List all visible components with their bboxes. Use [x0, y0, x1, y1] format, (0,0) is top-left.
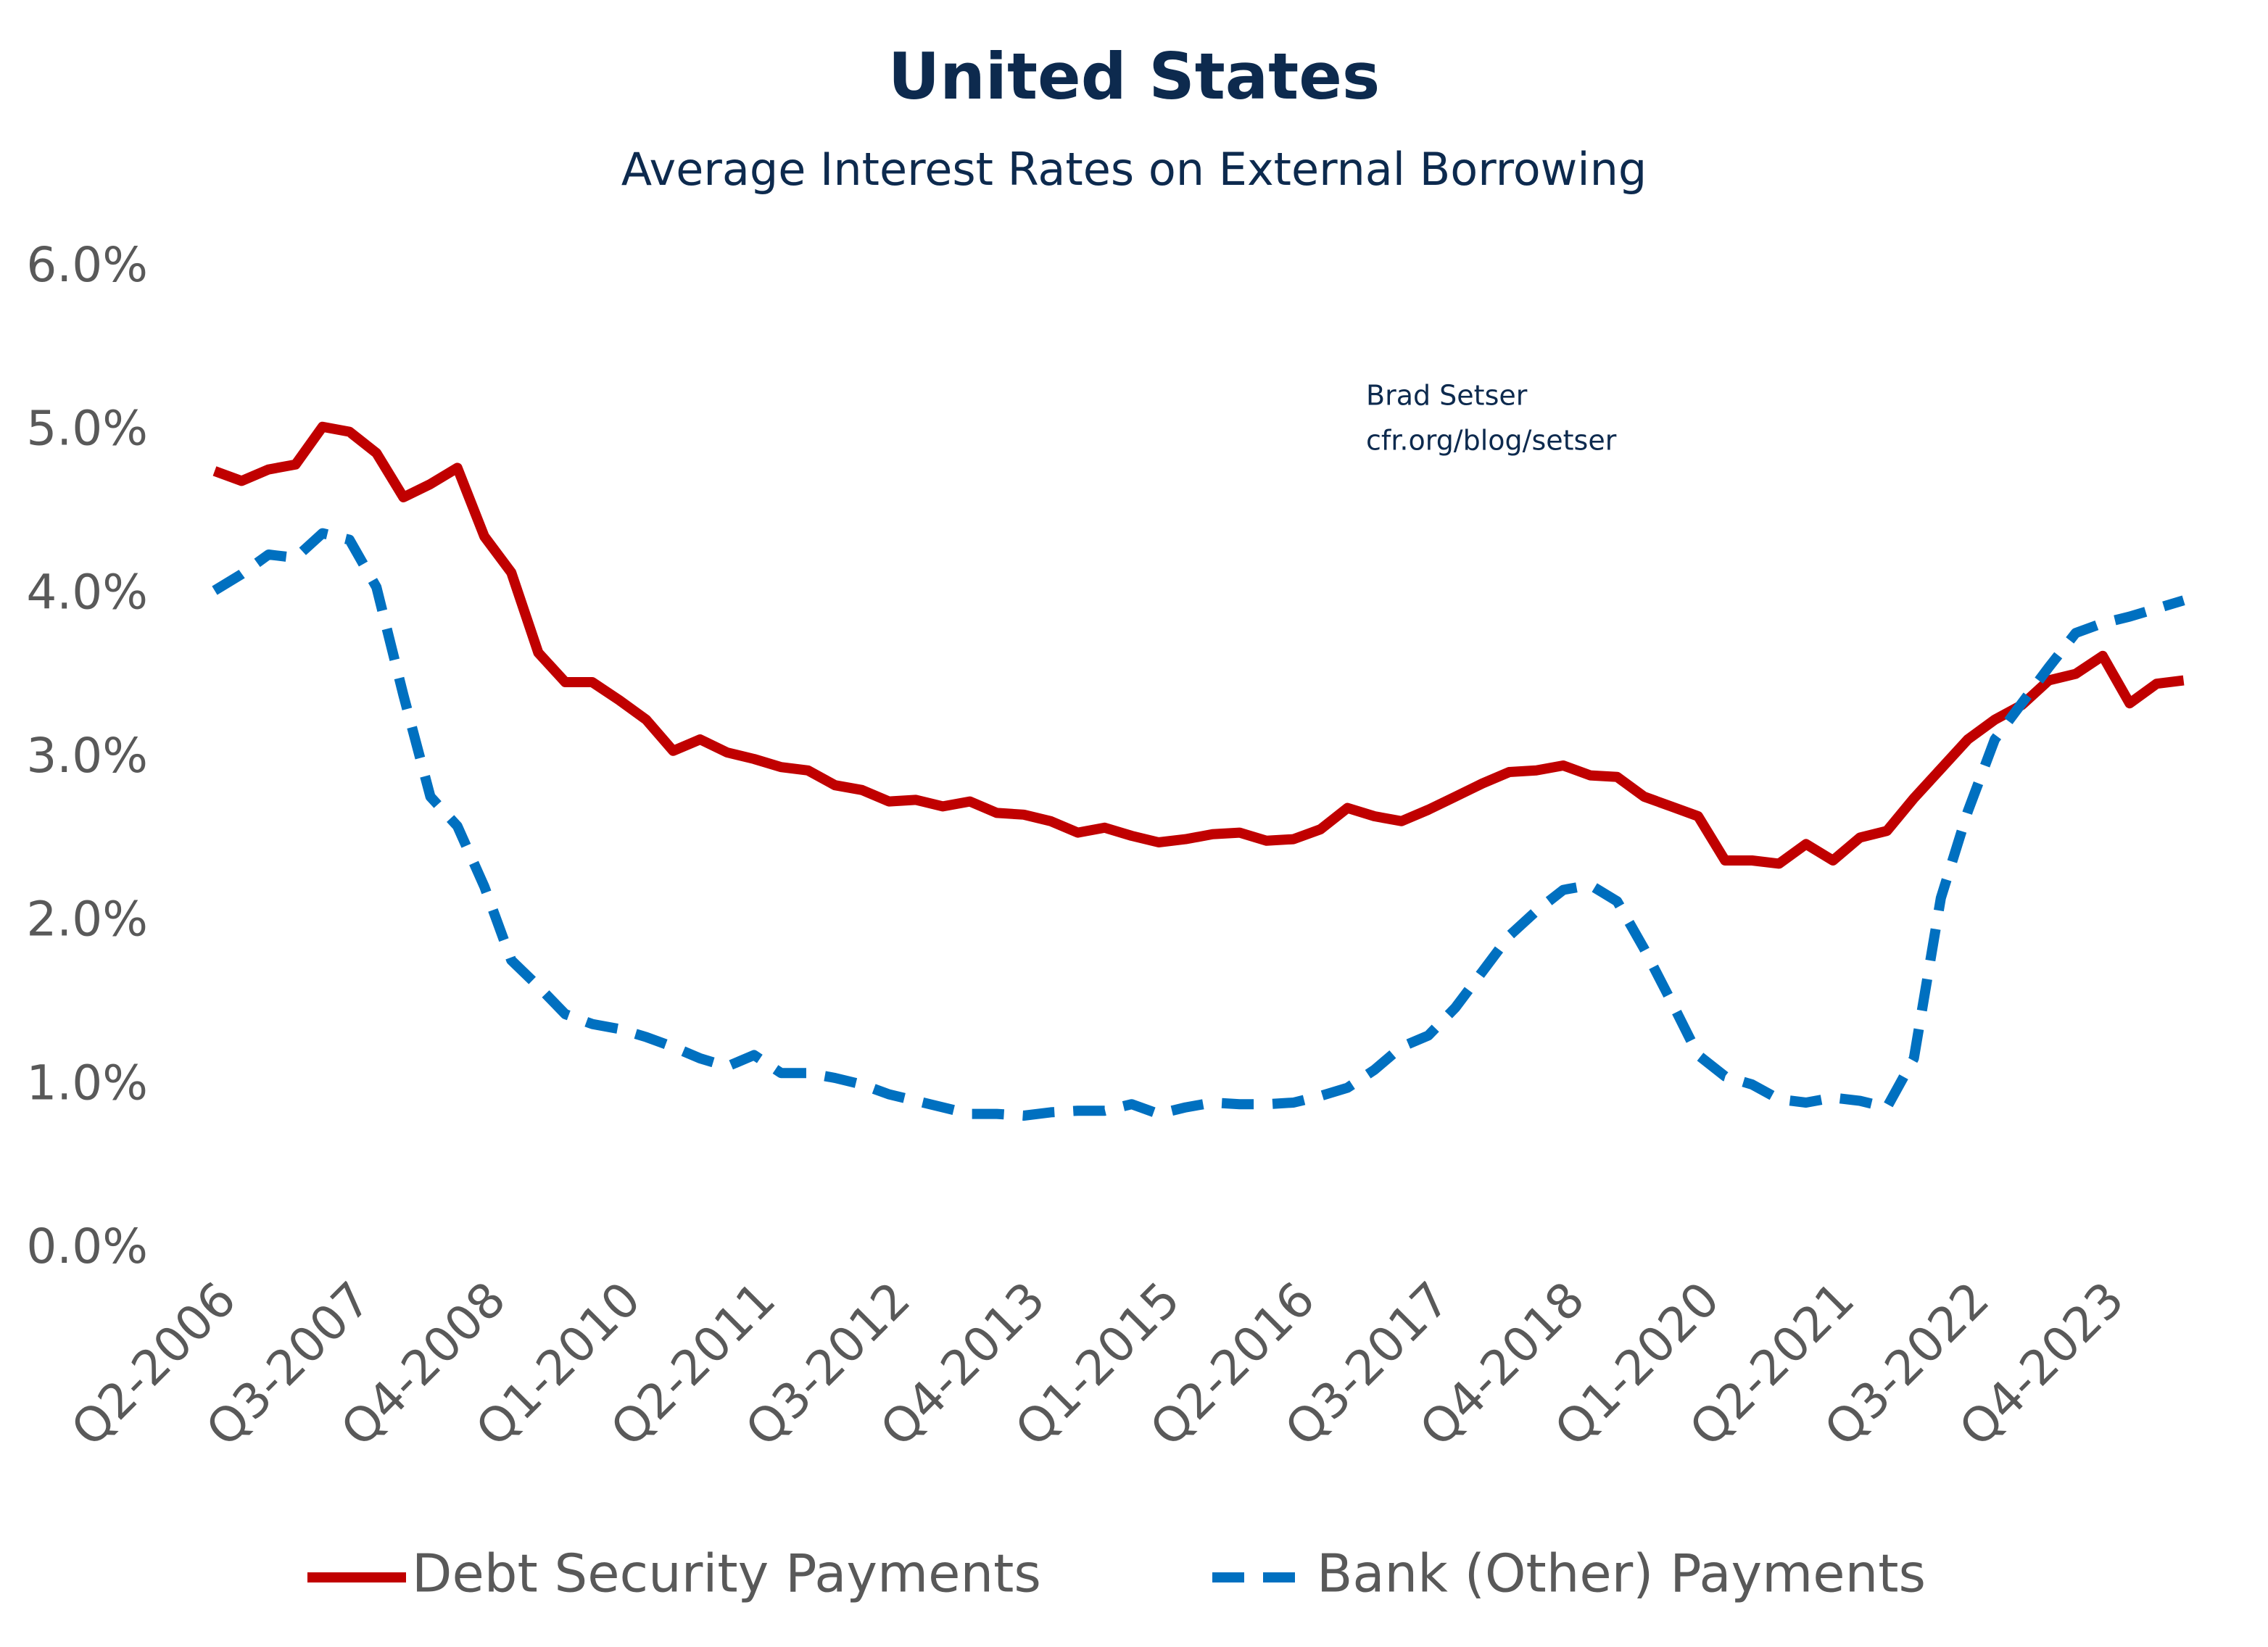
y-tick-label: 6.0%	[26, 237, 148, 293]
annotation: Brad Setser	[1366, 380, 1528, 412]
y-tick-label: 5.0%	[26, 401, 148, 457]
legend-label: Debt Security Payments	[412, 1543, 1041, 1604]
legend-label: Bank (Other) Payments	[1317, 1543, 1926, 1604]
y-tick-label: 1.0%	[26, 1055, 148, 1111]
y-tick-label: 3.0%	[26, 728, 148, 784]
chart-subtitle: Average Interest Rates on External Borro…	[621, 143, 1647, 196]
y-tick-label: 2.0%	[26, 892, 148, 947]
annotation: cfr.org/blog/setser	[1366, 425, 1617, 457]
y-tick-label: 0.0%	[26, 1219, 148, 1274]
chart-title: United States	[888, 39, 1381, 114]
series-line	[212, 421, 2185, 869]
series-line	[212, 528, 2185, 1121]
y-tick-label: 4.0%	[26, 564, 148, 620]
